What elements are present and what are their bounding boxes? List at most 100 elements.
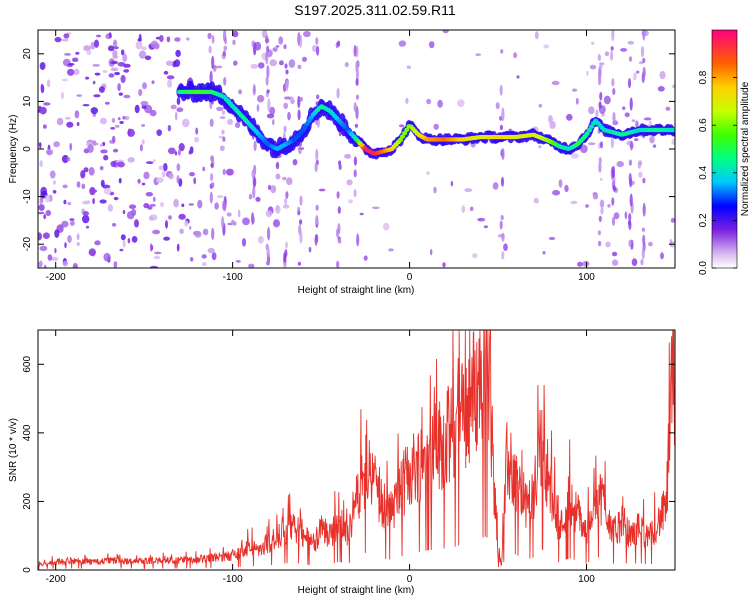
spectrogram-noise-cell (201, 262, 207, 266)
spectrogram-noise-cell (231, 219, 235, 225)
spectrogram-noise-cell (256, 94, 265, 103)
spectrogram-noise-cell (61, 220, 69, 228)
spectrogram-noise-cell (68, 62, 75, 66)
spectrogram-noise-cell (168, 215, 172, 220)
spectrogram-noise-cell (495, 102, 500, 110)
spectrogram-noise-cell (46, 149, 54, 156)
spectrogram-streak-cell (641, 227, 646, 232)
spectrogram-noise-cell (152, 229, 161, 235)
spectrogram-noise-cell (43, 264, 47, 268)
spectrogram-streak-cell (315, 148, 319, 161)
spectrogram-streak-cell (612, 185, 617, 192)
spectrogram-noise-cell (178, 149, 181, 156)
spectrogram-noise-cell (152, 159, 156, 163)
spectrogram-noise-cell (508, 128, 512, 131)
spectrogram-streak-cell (628, 159, 633, 166)
spectrogram-noise-cell (100, 149, 108, 154)
spectrogram-streak-cell (353, 156, 357, 166)
spectrogram-noise-cell (235, 260, 241, 263)
spectrogram-streak-cell (627, 78, 632, 89)
y-tick-label: -10 (22, 189, 33, 204)
spectrogram-streak-cell (208, 45, 212, 54)
colorbar-tick-label: 0.8 (698, 70, 709, 84)
snr-x-axis-label: Height of straight line (km) (298, 585, 415, 596)
spectrogram-noise-cell (149, 203, 156, 207)
spectrogram-noise-cell (108, 73, 115, 78)
spectrogram-noise-cell (117, 62, 126, 67)
spectrogram-streak-cell (612, 112, 616, 123)
spectrogram-noise-cell (163, 163, 168, 172)
y-tick-label: 0 (22, 567, 33, 573)
spectrogram-streak-cell (641, 247, 645, 260)
spectrogram-noise-cell (275, 45, 280, 48)
spectrogram-noise-cell (140, 100, 149, 106)
spectrogram-noise-cell (82, 214, 90, 224)
spectrogram-streak-cell (610, 136, 615, 149)
spectrogram-noise-cell (589, 64, 597, 70)
spectrogram-noise-cell (194, 230, 202, 238)
spectrogram-noise-cell (248, 193, 253, 200)
spectrogram-noise-cell (63, 33, 70, 39)
spectrogram-streak-cell (599, 141, 604, 149)
spectrogram-noise-cell (82, 211, 90, 216)
spectrogram-streak-cell (353, 189, 357, 198)
spectrogram-noise-cell (174, 111, 178, 121)
spectrogram-noise-cell (118, 177, 122, 184)
spectrogram-noise-cell (383, 222, 390, 231)
spectrogram-noise-cell (624, 211, 628, 220)
spectrogram-noise-cell (627, 40, 635, 45)
spectrogram-noise-cell (64, 53, 71, 56)
spectrogram-noise-cell (88, 248, 97, 256)
spectrogram-noise-cell (76, 94, 83, 97)
spectrogram-noise-cell (189, 225, 192, 230)
spectrogram-noise-cell (238, 89, 243, 95)
spectrogram-noise-cell (548, 236, 556, 241)
spectrogram-ridge-core (306, 118, 312, 124)
spectrogram-streak-cell (611, 216, 616, 226)
spectrogram-noise-cell (464, 188, 473, 193)
x-tick-label: -100 (223, 574, 243, 585)
spectrogram-noise-cell (113, 39, 118, 48)
spectrogram-noise-cell (43, 214, 47, 220)
spectrogram-noise-cell (123, 69, 130, 73)
spectrogram-noise-cell (189, 172, 195, 177)
spectrogram-noise-cell (599, 199, 605, 208)
spectrogram-noise-cell (62, 260, 68, 267)
spectrogram-noise-cell (163, 70, 169, 75)
spectrogram-noise-cell (219, 145, 225, 152)
spectrogram-streak-cell (265, 50, 269, 65)
spectrogram-noise-cell (256, 104, 260, 112)
spectrogram-noise-cell (166, 60, 173, 66)
spectrogram-noise-cell (110, 67, 119, 72)
spectrogram-noise-cell (108, 32, 112, 38)
spectrogram-noise-cell (81, 183, 86, 190)
spectrogram-noise-cell (56, 117, 64, 126)
spectrogram-noise-cell (279, 60, 284, 66)
spectrogram-ridge-core (404, 127, 410, 132)
spectrogram-ridge-core (588, 124, 595, 129)
spectrogram-streak-cell (285, 191, 289, 199)
spectrogram-noise-cell (363, 255, 368, 261)
spectrogram-streak-cell (284, 198, 288, 205)
spectrogram-noise-cell (94, 39, 99, 48)
spectrogram-noise-cell (272, 47, 278, 52)
spectrogram-noise-cell (154, 251, 162, 255)
spectrogram-noise-cell (49, 170, 56, 179)
spectrogram-noise-cell (119, 248, 124, 252)
spectrogram-streak-cell (297, 95, 301, 109)
spectrogram-streak-cell (284, 63, 288, 69)
spectrogram-noise-cell (66, 157, 71, 162)
spectrogram-streak-cell (597, 230, 602, 236)
spectrogram-streak-cell (298, 64, 302, 70)
spectrogram-streak-cell (297, 109, 301, 121)
spectrogram-noise-cell (604, 51, 610, 57)
spectrogram-noise-cell (38, 204, 45, 211)
spectrogram-streak-cell (335, 228, 340, 238)
spectrogram-noise-cell (99, 143, 104, 147)
spectrogram-noise-cell (131, 236, 138, 243)
spectrogram-noise-cell (72, 58, 79, 62)
spectrogram-streak-cell (336, 260, 340, 268)
spectrogram-noise-cell (344, 153, 352, 159)
spectrogram-streak-cell (337, 206, 341, 214)
spectrogram-streak-cell (500, 176, 505, 187)
